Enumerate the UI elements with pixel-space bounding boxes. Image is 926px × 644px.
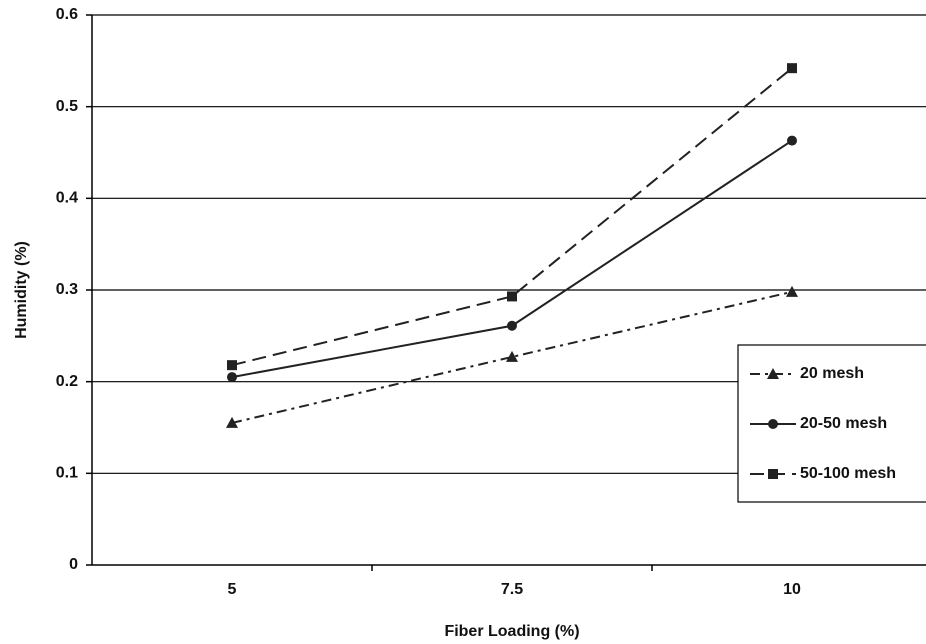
y-tick-label: 0.2 [56,373,78,390]
series-line [231,290,793,424]
x-axis-label: Fiber Loading (%) [444,623,579,640]
marker [787,63,797,74]
y-tick-label: 0.5 [56,98,78,115]
marker [507,320,517,331]
x-tick-label: 5 [228,581,237,598]
marker [506,350,518,362]
x-tick-label: 7.5 [501,581,523,598]
marker [768,469,778,479]
marker [768,419,778,429]
marker [507,291,517,302]
x-tick-label: 10 [783,581,801,598]
y-tick-label: 0.4 [56,190,78,207]
y-axis-label: Humidity (%) [13,241,30,339]
y-tick-label: 0 [69,556,78,573]
marker [786,285,798,297]
legend-label: 20 mesh [800,365,864,382]
marker [227,360,237,371]
legend-label: 20-50 mesh [800,415,887,432]
marker [226,416,238,428]
series-line [231,139,793,379]
y-tick-label: 0.6 [56,6,78,23]
y-tick-label: 0.1 [56,465,78,482]
y-tick-label: 0.3 [56,281,78,298]
marker [767,368,779,379]
legend-label: 50-100 mesh [800,465,896,482]
series-line [231,67,793,367]
marker [227,372,237,383]
marker [787,135,797,146]
